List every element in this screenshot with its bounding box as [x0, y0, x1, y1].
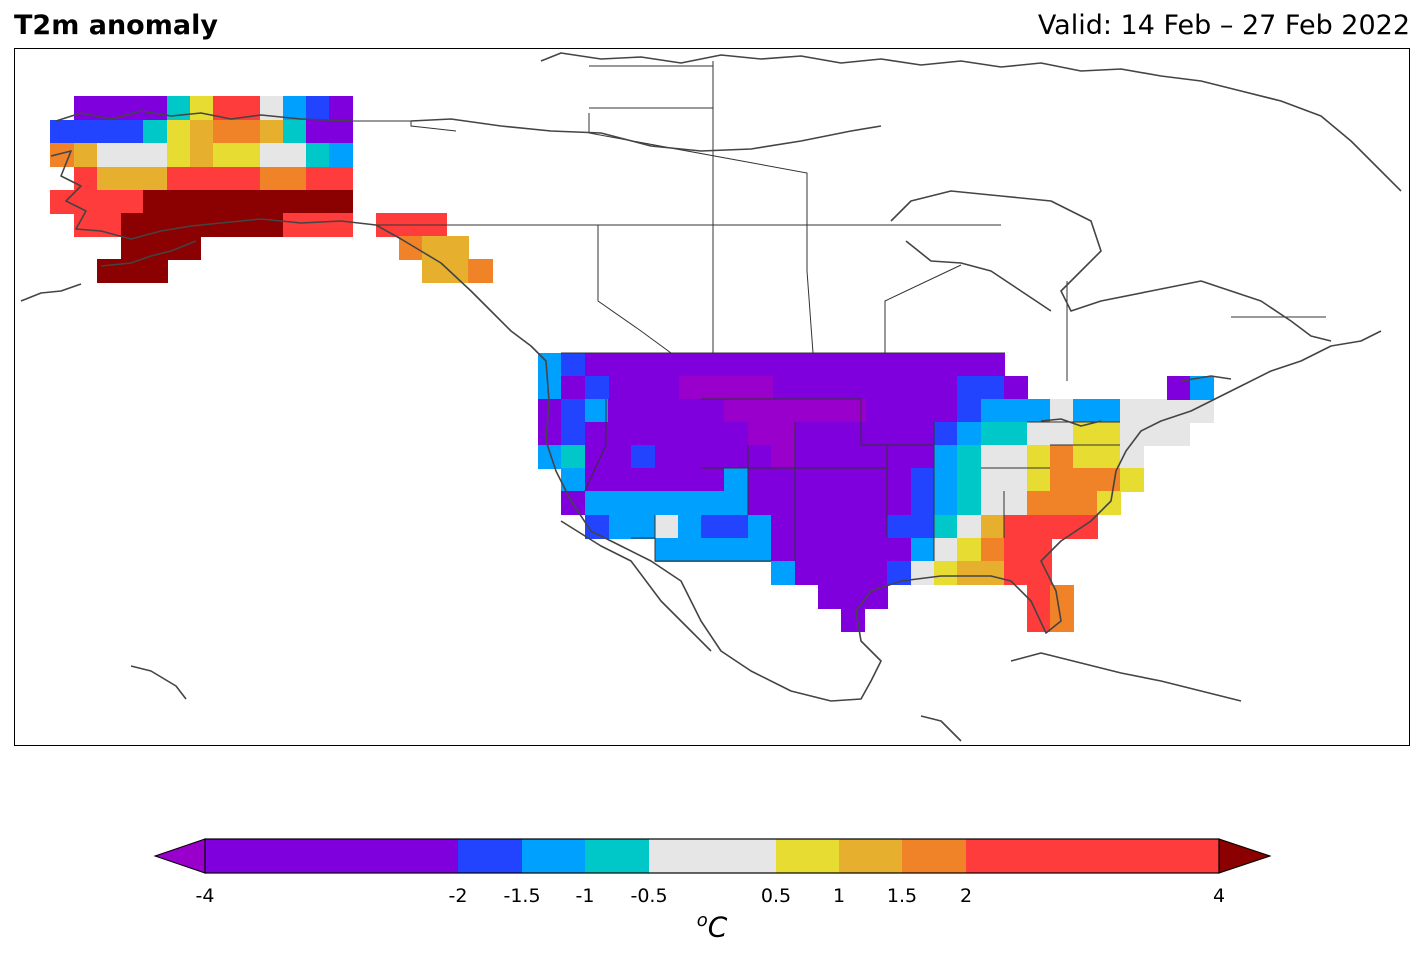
colorbar-tick-label: -1	[575, 885, 595, 907]
colorbar-segment	[585, 839, 649, 873]
colorbar-tick-label: -1.5	[503, 885, 541, 907]
unit-base: C	[707, 910, 728, 944]
map-title: T2m anomaly	[14, 10, 218, 41]
alaska-cells	[50, 96, 353, 283]
colorbar-tick-label: 1.5	[886, 885, 918, 907]
anomaly-map	[20, 52, 1402, 742]
political-boundaries	[353, 61, 1326, 562]
map-panel	[14, 48, 1410, 746]
colorbar-tick-label: 2	[959, 885, 973, 907]
colorbar-tick-label: -2	[448, 885, 468, 907]
valid-period: Valid: 14 Feb – 27 Feb 2022	[1037, 10, 1410, 41]
colorbar-segment	[902, 839, 966, 873]
colorbar-unit: oC	[697, 910, 728, 943]
colorbar-segment	[966, 839, 1219, 873]
colorbar-tick-label: -0.5	[630, 885, 668, 907]
colorbar-outline	[204, 838, 1220, 874]
colorbar-segment	[458, 839, 522, 873]
coastlines	[20, 52, 1402, 742]
colorbar-tick-label: 0.5	[760, 885, 792, 907]
conus-cells	[538, 353, 1214, 632]
unit-superscript: o	[696, 910, 708, 931]
colorbar-segment	[649, 839, 776, 873]
colorbar-segment	[205, 839, 458, 873]
colorbar-under-arrow	[153, 838, 206, 874]
panhandle-cells	[376, 213, 493, 283]
colorbar	[153, 838, 1272, 874]
colorbar-over-arrow	[1218, 838, 1272, 874]
anomaly-grid	[20, 52, 1402, 742]
colorbar-tick-label: -4	[195, 885, 215, 907]
colorbar-segment	[839, 839, 902, 873]
colorbar-segment	[776, 839, 839, 873]
colorbar-tick-label: 4	[1212, 885, 1226, 907]
colorbar-segment	[522, 839, 585, 873]
colorbar-tick-label: 1	[832, 885, 846, 907]
colorbar-segments	[205, 839, 1219, 873]
